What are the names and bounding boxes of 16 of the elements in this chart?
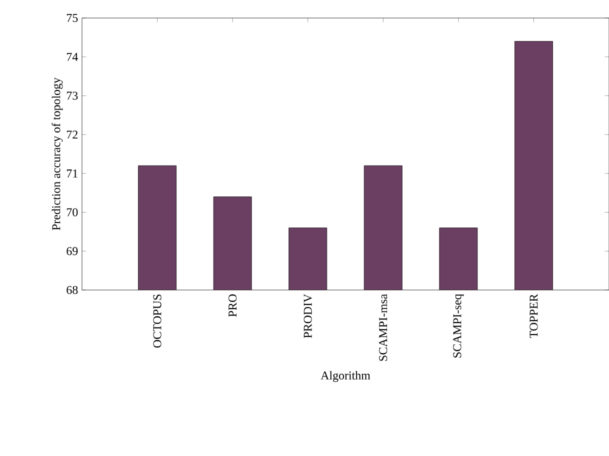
y-tick-label: 74 [66,52,78,61]
y-tick-label: 68 [66,286,78,294]
y-tick-label: 70 [66,208,78,216]
y-tick-label: 71 [66,169,78,178]
x-tick-label: TOPPER [530,294,538,338]
x-tick-label: SCAMPI-seq [453,294,464,358]
x-tick-label: PRODIV [304,294,312,338]
y-axis-title: Prediction accuracy of topology [52,78,63,230]
x-tick-label: SCAMPI-msa [379,294,388,361]
x-tick-label: OCTOPUS [153,294,162,348]
y-tick-label: 69 [66,247,78,256]
y-tick-label: 75 [66,14,78,22]
y-tick-label: 73 [66,92,78,100]
x-tick-label: PRO [228,294,237,317]
x-axis-title: Algorithm [320,371,370,382]
y-tick-label: 72 [66,130,78,139]
